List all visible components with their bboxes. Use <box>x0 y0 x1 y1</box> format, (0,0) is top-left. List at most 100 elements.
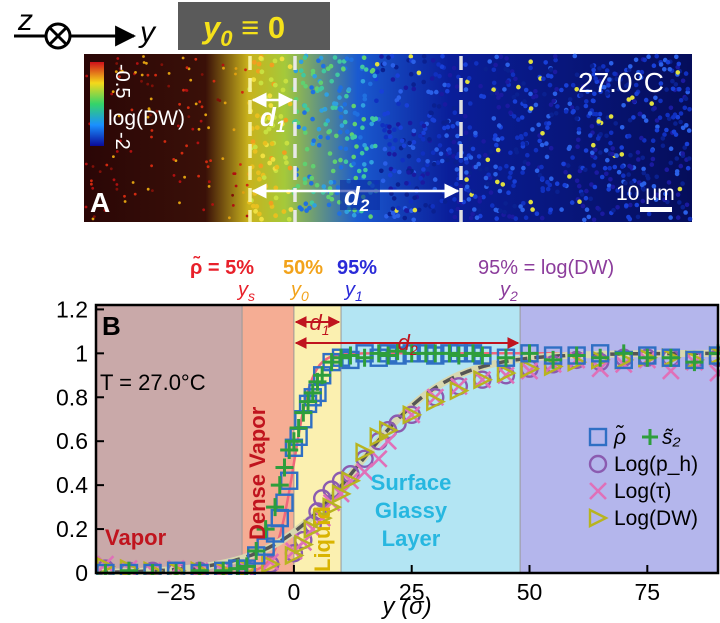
particle-dot <box>571 108 576 114</box>
particle-dot <box>505 103 510 109</box>
particle-dot <box>375 69 380 74</box>
particle-dot <box>163 140 167 143</box>
particle-dot <box>302 176 308 182</box>
particle-dot <box>197 174 201 178</box>
particle-dot <box>436 133 442 139</box>
particle-dot <box>608 177 613 182</box>
particle-dot <box>508 150 513 156</box>
particle-dot <box>425 171 430 177</box>
particle-dot <box>634 202 640 208</box>
particle-dot <box>430 117 435 122</box>
particle-dot <box>493 164 498 170</box>
particle-dot <box>439 158 445 164</box>
particle-dot <box>664 87 669 92</box>
particle-dot <box>422 59 427 64</box>
particle-dot <box>528 91 533 97</box>
particle-dot <box>303 130 308 135</box>
p50-label: 50% <box>283 257 323 279</box>
particle-dot <box>591 217 597 223</box>
particle-dot <box>572 53 578 59</box>
particle-dot <box>380 67 386 73</box>
particle-dot <box>434 147 439 152</box>
particle-dot <box>300 80 306 86</box>
particle-dot <box>658 98 663 104</box>
particle-dot <box>411 217 417 223</box>
particle-dot <box>172 158 176 161</box>
particle-dot <box>649 101 654 106</box>
particle-dot <box>321 63 326 69</box>
particle-dot <box>677 186 683 192</box>
particle-dot <box>123 194 126 198</box>
particle-dot <box>668 215 673 220</box>
x-tick-label: 50 <box>517 579 543 605</box>
particle-dot <box>567 101 573 107</box>
particle-dot <box>151 189 154 193</box>
particle-dot <box>592 184 598 190</box>
particle-dot <box>472 207 477 212</box>
particle-dot <box>680 204 686 210</box>
particle-dot <box>530 127 535 132</box>
s2-point <box>642 429 658 445</box>
particle-dot <box>429 76 435 81</box>
particle-dot <box>174 159 178 163</box>
particle-dot <box>453 160 459 165</box>
particle-dot <box>436 104 442 109</box>
particle-dot <box>668 146 674 151</box>
particle-dot <box>334 133 339 139</box>
particle-dot <box>512 179 517 184</box>
particle-dot <box>514 150 520 155</box>
particle-dot <box>493 62 498 68</box>
particle-dot <box>606 183 612 188</box>
particle-dot <box>450 120 455 125</box>
particle-dot <box>624 203 629 208</box>
particle-dot <box>658 81 664 86</box>
particle-dot <box>666 116 672 121</box>
particle-dot <box>570 155 575 160</box>
rho-threshold-label: ρ̃ = 5% <box>190 255 254 279</box>
particle-dot <box>411 86 417 92</box>
particle-dot <box>525 161 531 167</box>
particle-dot <box>317 87 323 92</box>
dw-point <box>449 380 470 401</box>
particle-dot <box>287 165 293 171</box>
particle-dot <box>344 136 350 141</box>
particle-dot <box>142 61 146 64</box>
particle-dot <box>194 102 198 106</box>
particle-dot <box>646 211 652 217</box>
particle-dot <box>406 154 412 159</box>
particle-dot <box>448 185 453 190</box>
particle-dot <box>337 95 342 100</box>
particle-dot <box>150 135 153 139</box>
particle-dot <box>508 170 513 176</box>
particle-dot <box>589 124 595 129</box>
particle-dot <box>445 88 450 94</box>
region-label-glassy: Glassy <box>375 498 448 523</box>
particle-dot <box>131 181 135 184</box>
particle-dot <box>421 79 427 85</box>
particle-dot <box>321 68 327 74</box>
particle-dot <box>630 95 635 100</box>
particle-dot <box>167 84 171 88</box>
particle-dot <box>231 204 235 207</box>
particle-dot <box>610 184 616 190</box>
particle-dot <box>505 62 510 68</box>
particle-dot <box>495 137 501 142</box>
particle-dot <box>567 174 572 179</box>
particle-dot <box>484 166 489 172</box>
particle-dot <box>496 123 502 128</box>
particle-dot <box>618 77 624 82</box>
particle-dot <box>455 121 461 126</box>
particle-dot <box>468 155 474 160</box>
particle-dot <box>458 183 464 189</box>
particle-dot <box>321 184 327 189</box>
particle-dot <box>598 150 603 155</box>
particle-dot <box>211 203 215 206</box>
particle-dot <box>345 129 350 134</box>
particle-dot <box>254 125 260 130</box>
particle-dot <box>493 172 498 177</box>
particle-dot <box>470 211 476 217</box>
particle-dot <box>186 106 190 109</box>
particle-dot <box>267 160 273 166</box>
particle-dot <box>576 183 582 189</box>
dw-point <box>284 545 305 566</box>
